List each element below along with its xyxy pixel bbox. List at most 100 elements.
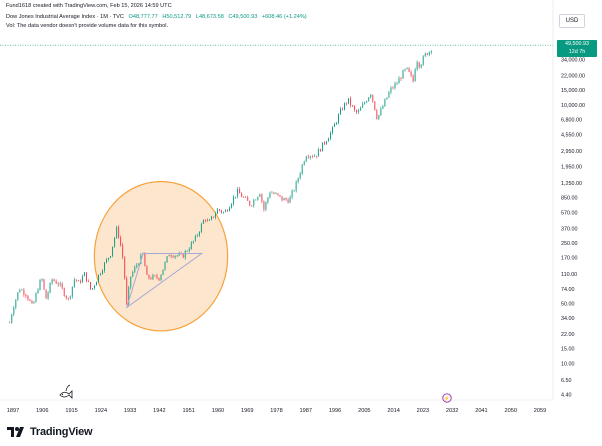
fish-icon[interactable] <box>59 384 73 399</box>
candle-body <box>198 232 200 236</box>
currency-button[interactable]: USD <box>559 14 585 28</box>
candle-body <box>368 97 370 102</box>
candle-body <box>126 278 128 304</box>
price-tick-label: 22.00 <box>561 332 575 338</box>
currency-label: USD <box>565 18 579 24</box>
candle-body <box>376 110 378 119</box>
candle-body <box>217 209 218 214</box>
price-tick-label: 15.00 <box>561 347 575 353</box>
tradingview-logo[interactable]: TradingView <box>7 426 93 438</box>
svg-text:⚡: ⚡ <box>444 395 450 402</box>
candle-body <box>279 195 281 197</box>
price-tick-label: 850.00 <box>561 195 578 201</box>
price-tick-label: 34.00 <box>561 316 575 322</box>
candle-body <box>182 253 184 258</box>
candle-body <box>104 262 105 271</box>
candle-body <box>251 205 253 207</box>
candle-body <box>166 256 168 263</box>
time-tick-label: 2014 <box>387 408 399 414</box>
candle-body <box>122 245 124 258</box>
candle-body <box>152 275 154 280</box>
candle-body <box>263 201 265 210</box>
candle-body <box>233 196 235 204</box>
candle-body <box>79 280 81 283</box>
candle-body <box>130 276 132 288</box>
event-marker-icon[interactable]: ⚡ <box>442 393 452 403</box>
candle-body <box>360 107 362 111</box>
price-tick-label: 110.00 <box>561 272 577 278</box>
candle-body <box>202 220 204 224</box>
candle-body <box>392 87 394 89</box>
candle-body <box>19 290 21 293</box>
candle-body <box>196 235 198 236</box>
candle-body <box>303 161 305 165</box>
time-tick-label: 1951 <box>182 408 194 414</box>
candle-body <box>136 264 138 267</box>
candle-body <box>75 279 77 281</box>
candle-body <box>404 69 406 71</box>
candle-body <box>309 156 311 158</box>
candle-body <box>430 50 432 53</box>
attribution-line: Fund1618 created with TradingView.com, F… <box>6 3 175 9</box>
symbol-title[interactable]: Dow Jones Industrial Average Index · 1M … <box>6 14 124 20</box>
candle-body <box>31 300 33 304</box>
candle-body <box>245 197 247 198</box>
candle-body <box>71 286 73 297</box>
candle-body <box>311 156 313 157</box>
symbol-legend[interactable]: Dow Jones Industrial Average Index · 1M … <box>6 14 310 20</box>
candle-body <box>261 194 263 202</box>
candle-body <box>208 219 210 221</box>
candle-body <box>25 294 27 296</box>
candle-body <box>27 295 29 300</box>
candle-body <box>356 110 358 113</box>
last-price-badge: 49,500.93 12d 7h <box>557 40 597 57</box>
candle-body <box>267 197 269 203</box>
candle-body <box>406 67 408 70</box>
time-tick-label: 1924 <box>95 408 107 414</box>
candle-body <box>118 226 120 238</box>
candle-body <box>398 78 400 84</box>
candle-body <box>63 288 65 296</box>
last-price-value: 49,500.93 <box>565 41 589 47</box>
candle-body <box>332 126 333 133</box>
candle-body <box>325 141 327 144</box>
candle-body <box>194 235 196 241</box>
candle-body <box>91 288 93 290</box>
price-tick-label: 15,000.00 <box>561 88 585 94</box>
time-tick-label: 2023 <box>417 408 429 414</box>
candle-body <box>61 283 63 289</box>
candle-body <box>51 279 53 283</box>
price-axis-labels[interactable]: 34,000.00 22,000.00 15,000.00 10,000.00 6,80… <box>561 57 585 398</box>
candle-body <box>384 99 386 107</box>
candle-body <box>293 190 295 192</box>
time-tick-label: 2032 <box>446 408 458 414</box>
candle-body <box>184 251 186 258</box>
candle-body <box>229 207 231 211</box>
candle-body <box>323 142 325 144</box>
candle-body <box>273 192 275 194</box>
candle-body <box>269 192 271 198</box>
candle-body <box>301 164 303 174</box>
triangle-pattern-annotation[interactable] <box>125 252 204 309</box>
candle-body <box>400 78 402 79</box>
price-tick-label: 6,800.00 <box>561 118 582 124</box>
price-tick-label: 170.00 <box>561 256 578 262</box>
candle-body <box>344 103 346 110</box>
candle-body <box>420 64 422 68</box>
candle-body <box>295 181 297 191</box>
candle-body <box>354 106 356 111</box>
candle-body <box>352 105 354 107</box>
candle-body <box>370 94 372 98</box>
circle-annotation[interactable] <box>93 180 229 332</box>
candle-body <box>227 210 229 211</box>
candle-body <box>327 138 329 142</box>
candle-body <box>346 103 348 104</box>
candle-body <box>275 193 277 195</box>
candle-body <box>219 209 220 211</box>
time-tick-label: 1969 <box>241 408 253 414</box>
candle-body <box>23 289 25 295</box>
candle-body <box>85 272 87 282</box>
candle-body <box>382 106 384 109</box>
candle-body <box>37 289 39 294</box>
